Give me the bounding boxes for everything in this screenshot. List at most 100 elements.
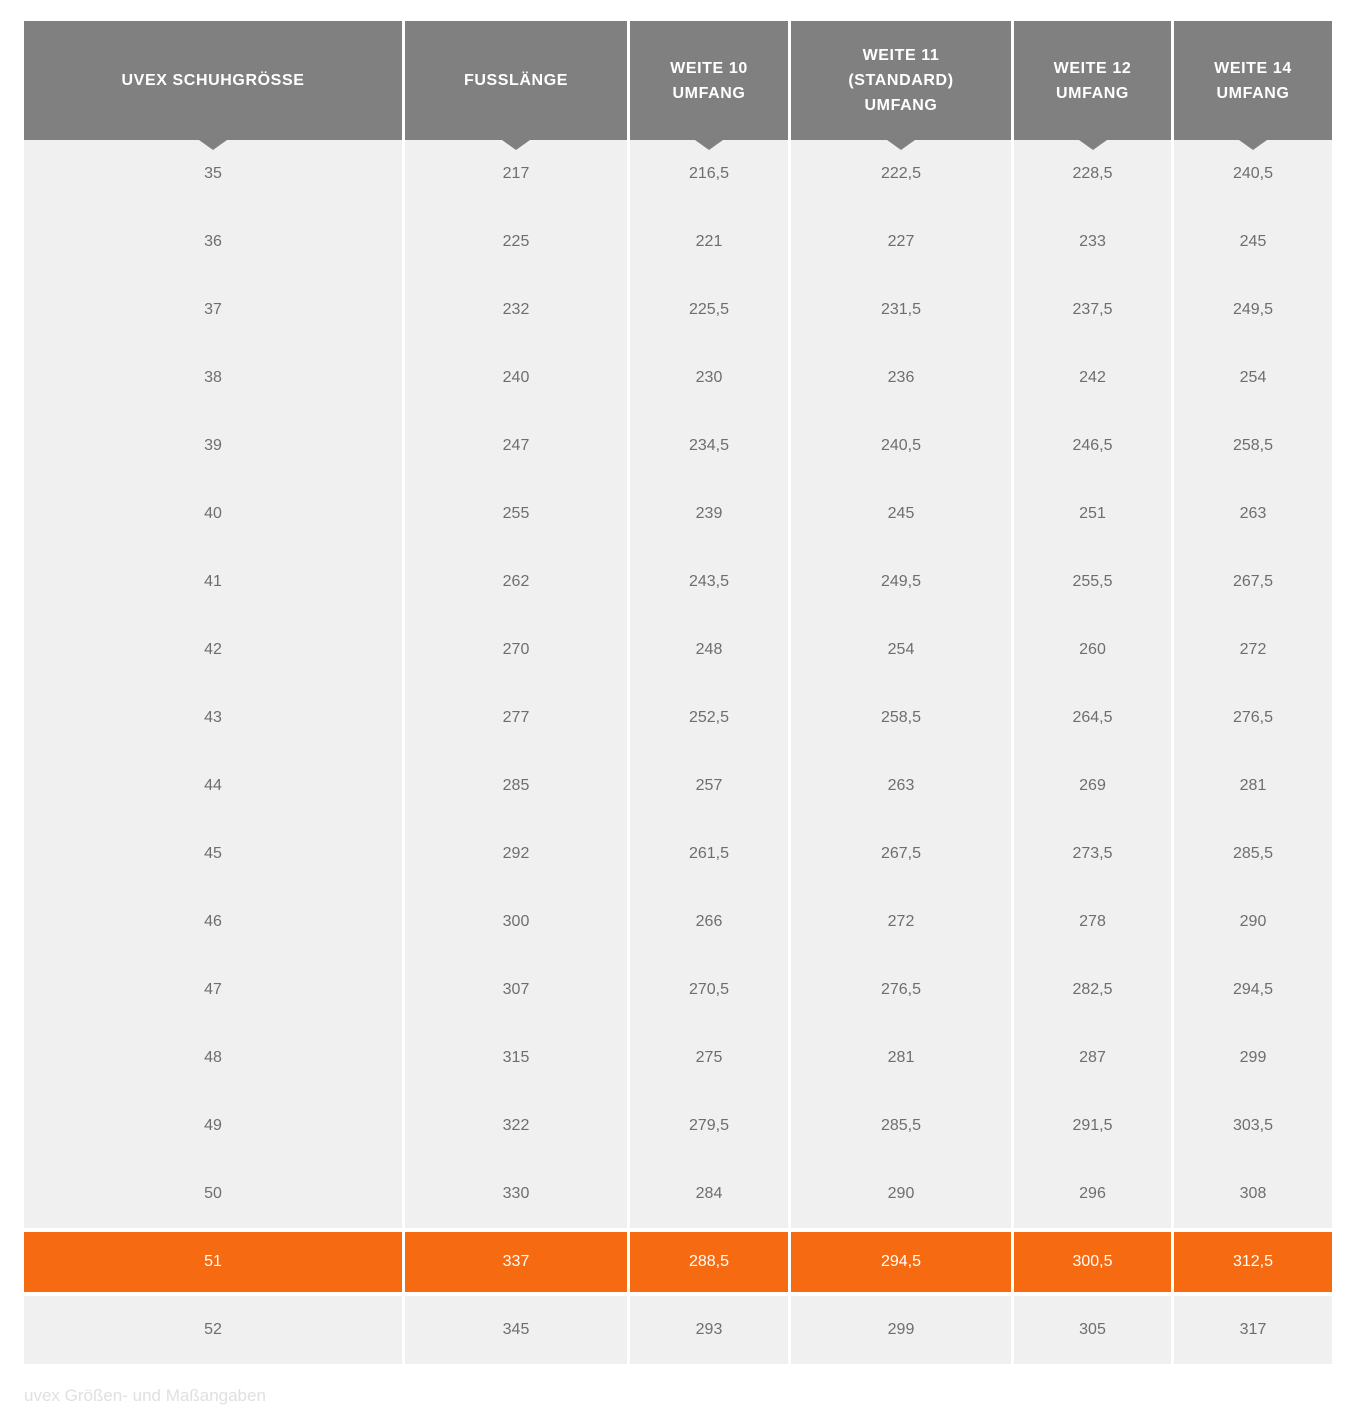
table-cell: 258,5: [1174, 412, 1332, 480]
column-header-label: WEITE 14 UMFANG: [1214, 56, 1292, 106]
table-cell: 36: [24, 208, 402, 276]
table-cell: 255: [405, 480, 627, 548]
table-cell: 264,5: [1014, 684, 1171, 752]
table-cell: 275: [630, 1024, 788, 1092]
table-cell: 267,5: [1174, 548, 1332, 616]
table-cell: 285: [405, 752, 627, 820]
column-header-weite-14: WEITE 14 UMFANG: [1174, 21, 1332, 150]
table-cell: 42: [24, 616, 402, 684]
table-caption: uvex Größen- und Maßangaben: [24, 1386, 266, 1405]
table-cell: 232: [405, 276, 627, 344]
table-cell: 257: [630, 752, 788, 820]
table-cell: 233: [1014, 208, 1171, 276]
header-pointer-down-icon: [1239, 140, 1267, 150]
table-cell: 263: [1174, 480, 1332, 548]
table-cell: 47: [24, 956, 402, 1024]
table-cell: 247: [405, 412, 627, 480]
table-cell: 50: [24, 1160, 402, 1228]
table-cell: 272: [1174, 616, 1332, 684]
column-header-label-line: WEITE 14: [1214, 59, 1292, 77]
table-cell: 317: [1174, 1296, 1332, 1364]
table-cell: 246,5: [1014, 412, 1171, 480]
table-cell: 254: [791, 616, 1011, 684]
table-cell: 269: [1014, 752, 1171, 820]
table-cell: 44: [24, 752, 402, 820]
table-cell: 249,5: [1174, 276, 1332, 344]
table-cell: 249,5: [791, 548, 1011, 616]
table-cell: 252,5: [630, 684, 788, 752]
column-header-weite-11-standard: WEITE 11 (STANDARD) UMFANG: [791, 21, 1011, 150]
table-cell: 245: [1174, 208, 1332, 276]
table-cell: 308: [1174, 1160, 1332, 1228]
table-cell: 305: [1014, 1296, 1171, 1364]
table-cell: 243,5: [630, 548, 788, 616]
table-cell: 254: [1174, 344, 1332, 412]
table-cell: 284: [630, 1160, 788, 1228]
table-cell: 266: [630, 888, 788, 956]
table-cell: 303,5: [1174, 1092, 1332, 1160]
column-header-label: WEITE 11 (STANDARD) UMFANG: [848, 43, 953, 118]
table-cell: 43: [24, 684, 402, 752]
table-cell: 251: [1014, 480, 1171, 548]
column-header-label-line: UMFANG: [864, 97, 938, 114]
column-header-fusslaenge: FUSSLÄNGE: [405, 21, 627, 150]
table-cell: 46: [24, 888, 402, 956]
table-cell: 230: [630, 344, 788, 412]
header-pointer-down-icon: [695, 140, 723, 150]
table-cell: 285,5: [1174, 820, 1332, 888]
table-cell: 240,5: [1174, 140, 1332, 208]
table-cell: 285,5: [791, 1092, 1011, 1160]
header-pointer-down-icon: [199, 140, 227, 150]
table-cell: 272: [791, 888, 1011, 956]
table-cell: 231,5: [791, 276, 1011, 344]
table-cell: 221: [630, 208, 788, 276]
table-cell: 290: [791, 1160, 1011, 1228]
table-cell: 225: [405, 208, 627, 276]
table-cell: 225,5: [630, 276, 788, 344]
table-cell: 239: [630, 480, 788, 548]
column-header-label-line: WEITE 10: [670, 59, 748, 77]
table-cell: 299: [1174, 1024, 1332, 1092]
highlighted-table-cell: 337: [405, 1228, 627, 1296]
table-cell: 234,5: [630, 412, 788, 480]
table-cell: 52: [24, 1296, 402, 1364]
table-cell: 242: [1014, 344, 1171, 412]
table-cell: 222,5: [791, 140, 1011, 208]
table-cell: 273,5: [1014, 820, 1171, 888]
column-header-label-line: (STANDARD): [848, 72, 954, 89]
header-pointer-down-icon: [887, 140, 915, 150]
table-cell: 263: [791, 752, 1011, 820]
table-cell: 217: [405, 140, 627, 208]
column-header-schuhgroesse: UVEX SCHUHGRÖSSE: [24, 21, 402, 150]
table-cell: 240,5: [791, 412, 1011, 480]
table-cell: 216,5: [630, 140, 788, 208]
table-cell: 38: [24, 344, 402, 412]
table-cell: 300: [405, 888, 627, 956]
table-cell: 270: [405, 616, 627, 684]
table-cell: 291,5: [1014, 1092, 1171, 1160]
table-cell: 278: [1014, 888, 1171, 956]
header-pointer-down-icon: [1078, 140, 1107, 150]
column-header-label-line: UMFANG: [1056, 84, 1129, 102]
table-cell: 49: [24, 1092, 402, 1160]
table-cell: 258,5: [791, 684, 1011, 752]
table-cell: 282,5: [1014, 956, 1171, 1024]
table-cell: 294,5: [1174, 956, 1332, 1024]
highlighted-table-cell: 288,5: [630, 1228, 788, 1296]
table-cell: 281: [791, 1024, 1011, 1092]
column-header-label-line: UMFANG: [672, 84, 746, 102]
table-cell: 261,5: [630, 820, 788, 888]
table-cell: 307: [405, 956, 627, 1024]
column-header-label: WEITE 10 UMFANG: [670, 56, 748, 106]
table-cell: 228,5: [1014, 140, 1171, 208]
table-cell: 267,5: [791, 820, 1011, 888]
column-header-label-line: WEITE 12: [1053, 59, 1132, 77]
table-cell: 248: [630, 616, 788, 684]
table-cell: 35: [24, 140, 402, 208]
table-cell: 45: [24, 820, 402, 888]
table-cell: 292: [405, 820, 627, 888]
highlighted-table-cell: 312,5: [1174, 1228, 1332, 1296]
table-cell: 322: [405, 1092, 627, 1160]
table-cell: 299: [791, 1296, 1011, 1364]
